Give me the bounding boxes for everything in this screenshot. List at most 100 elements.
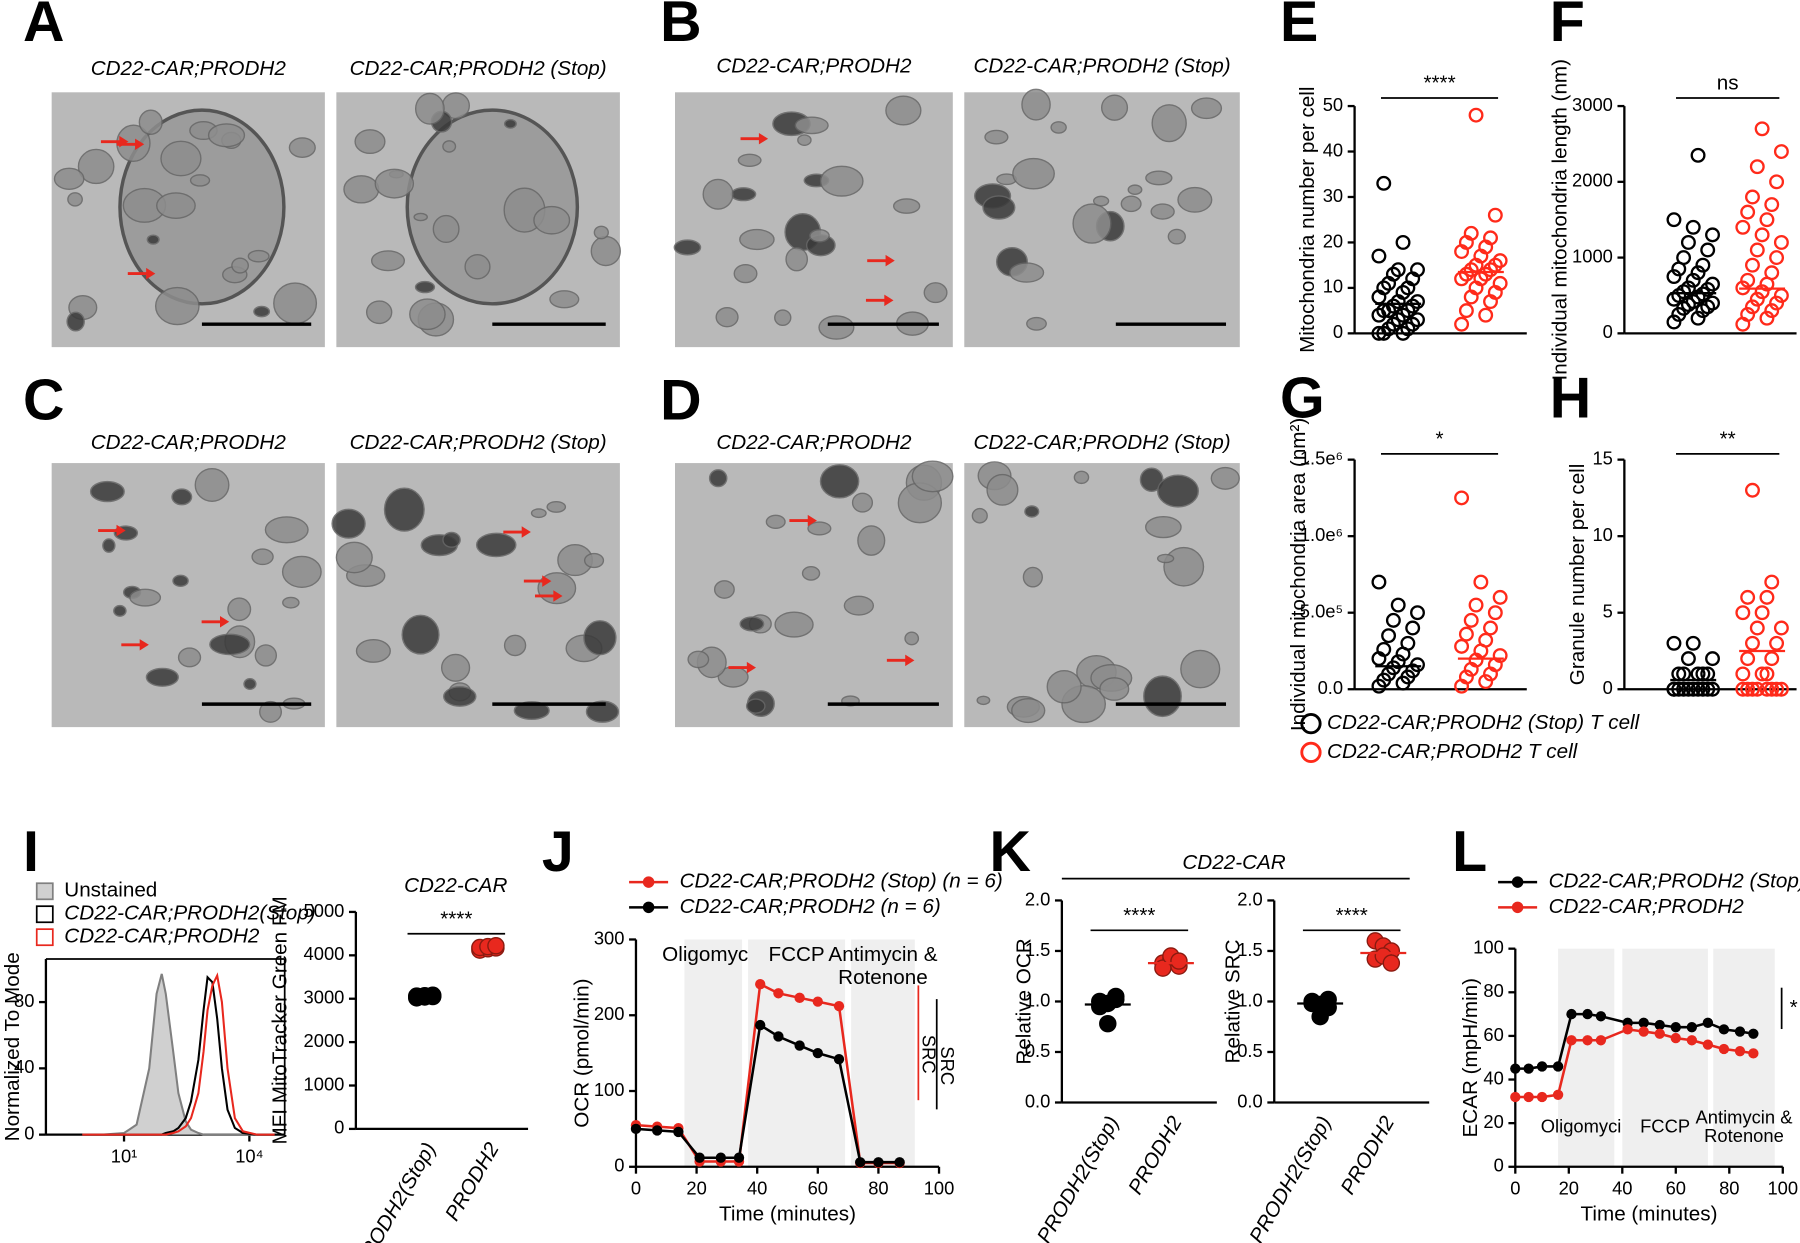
- data-point: [1319, 998, 1337, 1017]
- organelle: [251, 548, 274, 566]
- data-point: [1676, 681, 1692, 697]
- data-point: [1690, 310, 1706, 326]
- data-point: [1595, 1011, 1607, 1022]
- data-point: [1734, 1046, 1746, 1057]
- organelle: [247, 249, 270, 263]
- x-tick-label: 80: [868, 1178, 888, 1199]
- x-tick-label: 20: [686, 1178, 706, 1199]
- organelle: [702, 178, 734, 210]
- data-point: [1749, 159, 1765, 175]
- y-axis-label: Granule number per cell: [1566, 464, 1589, 686]
- phase-label: Rotenone: [838, 966, 928, 989]
- data-point: [833, 1054, 845, 1065]
- y-tick-label: 50: [1323, 94, 1343, 115]
- y-tick-label: 40: [14, 1056, 34, 1077]
- y-tick-label: 2000: [304, 1030, 345, 1051]
- data-point: [1745, 189, 1760, 205]
- organelle: [583, 620, 617, 656]
- data-point: [1552, 1061, 1564, 1072]
- organelle: [432, 214, 460, 244]
- data-point: [1735, 219, 1751, 235]
- y-tick-label: 0: [614, 1155, 624, 1176]
- legend-swatch: [35, 905, 54, 924]
- organelle: [254, 644, 278, 667]
- panel-letter: E: [1280, 0, 1318, 54]
- organelle: [1009, 262, 1045, 283]
- data-point: [424, 986, 442, 1004]
- y-axis-label: Individual mitochondria length (nm): [1549, 59, 1572, 380]
- data-point: [1685, 681, 1701, 697]
- y-tick-label: 15: [1592, 447, 1612, 468]
- data-point: [1492, 275, 1508, 291]
- annotation: SRC: [919, 1035, 940, 1074]
- data-point: [1749, 681, 1765, 697]
- organelle: [1180, 649, 1221, 689]
- y-tick-label: 10: [1592, 524, 1612, 545]
- organelle: [343, 175, 380, 204]
- image-title: CD22-CAR;PRODH2 (Stop): [973, 54, 1230, 77]
- data-point: [1666, 269, 1682, 284]
- organelle: [794, 116, 829, 135]
- organelle: [1177, 186, 1213, 213]
- organelle: [1092, 195, 1110, 207]
- data-point: [873, 1157, 884, 1168]
- y-tick-label: 5: [1603, 601, 1613, 622]
- organelle: [440, 653, 471, 682]
- data-point: [1382, 954, 1401, 972]
- em-texture: [343, 92, 621, 337]
- organelle: [383, 487, 425, 532]
- y-tick-label: 300: [594, 927, 625, 948]
- data-point: [1764, 651, 1780, 667]
- data-point: [1685, 294, 1701, 310]
- x-tick-label: PRODH2: [1124, 1112, 1187, 1198]
- data-point: [1478, 266, 1494, 282]
- data-point: [1410, 262, 1425, 278]
- data-point: [1734, 1026, 1746, 1037]
- organelle: [801, 566, 821, 581]
- arrow-head: [807, 514, 817, 527]
- legend-label: CD22-CAR;PRODH2 (Stop) (n = 6): [680, 870, 1003, 893]
- data-point: [1702, 1017, 1714, 1028]
- organelle: [971, 507, 988, 524]
- image-title: CD22-CAR;PRODH2 (Stop): [350, 431, 607, 454]
- phase-label: Antimycin &: [1696, 1106, 1793, 1127]
- organelle: [475, 532, 517, 558]
- em-texture: [673, 95, 948, 340]
- nucleus: [405, 108, 580, 306]
- significance: *: [1436, 428, 1444, 451]
- organelle: [785, 247, 809, 272]
- organelle: [984, 129, 1009, 145]
- organelle: [177, 647, 202, 668]
- organelle: [1072, 203, 1112, 244]
- organelle: [355, 639, 391, 663]
- image-title: CD22-CAR;PRODH2: [91, 57, 287, 80]
- data-point: [1666, 635, 1682, 651]
- image-title: CD22-CAR;PRODH2: [716, 431, 912, 454]
- organelle: [102, 538, 116, 553]
- data-point: [694, 1152, 705, 1163]
- em-image: [336, 463, 620, 728]
- organelle: [253, 305, 271, 318]
- data-point: [1671, 681, 1687, 697]
- x-tick-label: 10⁴: [235, 1145, 263, 1166]
- series-line: [82, 973, 275, 1136]
- organelle: [503, 118, 517, 129]
- organelle: [113, 604, 127, 617]
- data-point: [1654, 1019, 1665, 1031]
- x-axis-label: Time (minutes): [1581, 1202, 1718, 1225]
- data-point: [1458, 303, 1474, 319]
- panel-letter: K: [990, 820, 1031, 884]
- y-tick-label: 0: [1603, 321, 1613, 342]
- y-axis-label: Relative SRC: [1222, 939, 1245, 1063]
- data-point: [1690, 681, 1706, 697]
- arrow-head: [746, 661, 757, 674]
- image-title: CD22-CAR;PRODH2 (Stop): [350, 57, 607, 80]
- organelle: [1046, 670, 1082, 704]
- data-point: [1759, 589, 1775, 605]
- data-point: [1769, 295, 1785, 311]
- organelle: [857, 525, 886, 556]
- data-point: [1478, 674, 1494, 690]
- legend-marker: [1300, 741, 1322, 763]
- phase-band: [1713, 948, 1775, 1167]
- chart-title: CD22-CAR: [1182, 851, 1285, 874]
